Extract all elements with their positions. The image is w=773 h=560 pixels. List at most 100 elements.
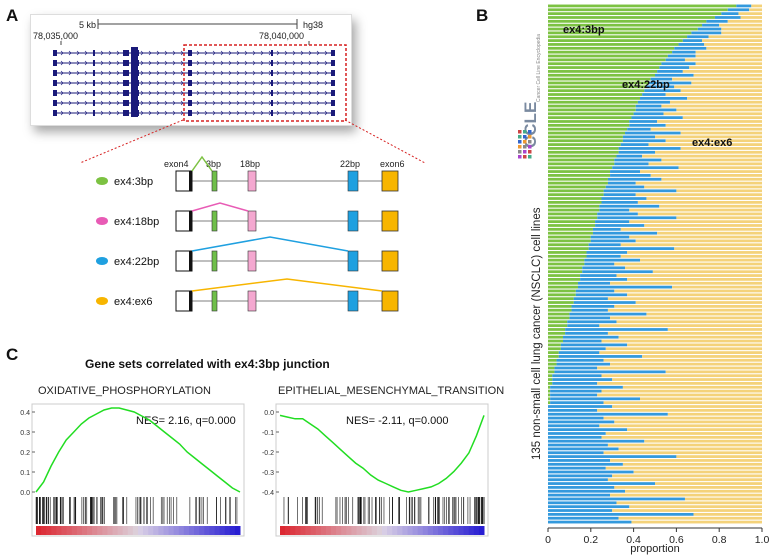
bar-ex4-22bp xyxy=(691,31,722,35)
bar-ex4-3bp xyxy=(548,289,576,293)
logo-grid-cell xyxy=(528,155,532,159)
strand-arrow xyxy=(60,50,64,56)
bar-ex4-ex6 xyxy=(680,89,762,93)
strand-arrow xyxy=(116,70,120,76)
bar-ex4-ex6 xyxy=(603,401,762,405)
bar-ex4-ex6 xyxy=(708,35,762,39)
strand-arrow xyxy=(60,110,64,116)
bar-ex4-ex6 xyxy=(642,355,762,358)
strand-arrow xyxy=(68,60,72,66)
strand-arrow xyxy=(300,60,304,66)
rank-segment xyxy=(107,526,113,535)
strand-arrow xyxy=(220,80,224,86)
exon-22bp-box xyxy=(347,250,359,272)
bar-ex4-3bp xyxy=(548,154,617,158)
rank-segment xyxy=(132,526,139,535)
bar-ex4-22bp xyxy=(548,501,617,505)
strand-arrow xyxy=(68,100,72,106)
bar-ex4-ex6 xyxy=(618,447,762,451)
strand-arrow xyxy=(276,90,280,96)
bar-ex4-3bp xyxy=(548,58,666,62)
bar-ex4-22bp xyxy=(646,85,675,89)
strand-arrow xyxy=(236,50,240,56)
exon-label-3bp: 3bp xyxy=(206,159,221,169)
strand-arrow xyxy=(220,100,224,106)
strand-arrow xyxy=(196,90,200,96)
bar-ex4-3bp xyxy=(548,46,675,50)
exon-block xyxy=(93,70,95,76)
strand-arrow xyxy=(316,60,320,66)
bar-ex4-22bp xyxy=(548,420,615,424)
bar-ex4-3bp xyxy=(548,19,707,23)
bar-ex4-22bp xyxy=(567,320,617,324)
strand-arrow xyxy=(108,100,112,106)
exon-block xyxy=(331,100,335,106)
strand-arrow xyxy=(252,80,256,86)
bar-ex4-ex6 xyxy=(627,343,762,347)
rank-segment xyxy=(138,526,144,535)
bar-ex4-3bp xyxy=(548,127,628,131)
strand-arrow xyxy=(276,110,280,116)
strand-arrow xyxy=(76,100,80,106)
strand-arrow xyxy=(156,80,160,86)
bar-ex4-ex6 xyxy=(627,251,762,254)
coord-right: 78,040,000 xyxy=(259,31,304,41)
strand-arrow xyxy=(100,60,104,66)
bar-ex4-ex6 xyxy=(612,405,762,408)
strand-arrow xyxy=(284,50,288,56)
bar-ex4-3bp xyxy=(548,374,553,378)
strand-arrow xyxy=(212,80,216,86)
rank-segment xyxy=(112,526,119,535)
strand-arrow xyxy=(308,100,312,106)
bar-ex4-22bp xyxy=(548,474,613,478)
bar-ex4-ex6 xyxy=(607,478,762,482)
strand-arrow xyxy=(156,110,160,116)
bar-ex4-ex6 xyxy=(631,520,762,524)
junction-row: ex4:ex6 xyxy=(96,278,399,312)
y-tick-label: 0.2 xyxy=(20,450,30,457)
rank-segment xyxy=(407,526,414,535)
exon-block xyxy=(331,90,335,96)
strand-arrow xyxy=(324,50,328,56)
strand-arrow xyxy=(276,80,280,86)
bar-ex4-22bp xyxy=(548,455,677,458)
rank-segment xyxy=(412,526,419,535)
bar-ex4-22bp xyxy=(560,343,628,347)
exon-block xyxy=(271,80,273,86)
bar-ex4-ex6 xyxy=(669,100,762,104)
rank-segment xyxy=(325,526,332,535)
strand-arrow xyxy=(284,100,288,106)
strand-arrow xyxy=(300,70,304,76)
bar-ex4-22bp xyxy=(550,401,604,405)
bar-ex4-ex6 xyxy=(620,227,762,231)
strand-arrow xyxy=(252,50,256,56)
strand-arrow xyxy=(100,90,104,96)
bar-ex4-22bp xyxy=(580,274,617,277)
bar-ex4-3bp xyxy=(548,12,722,16)
bar-ex4-3bp xyxy=(548,239,591,243)
bar-ex4-ex6 xyxy=(680,147,762,150)
bar-ex4-22bp xyxy=(616,154,643,158)
strand-arrow xyxy=(140,50,144,56)
exon6-box xyxy=(381,290,399,312)
strand-arrow xyxy=(76,70,80,76)
strand-arrow xyxy=(300,100,304,106)
bar-ex4-3bp xyxy=(548,370,555,374)
bar-ex4-22bp xyxy=(548,451,604,455)
bar-ex4-22bp xyxy=(560,347,606,351)
bar-ex4-ex6 xyxy=(650,174,762,177)
strand-arrow xyxy=(252,60,256,66)
rank-segment xyxy=(224,526,231,535)
bar-ex4-ex6 xyxy=(614,289,762,293)
ccle-logo-grid xyxy=(518,130,532,159)
bar-ex4-3bp xyxy=(548,85,647,89)
strand-arrow xyxy=(236,100,240,106)
strand-arrow xyxy=(172,110,176,116)
strand-arrow xyxy=(148,80,152,86)
bar-ex4-3bp xyxy=(548,200,602,204)
highlight-box xyxy=(183,44,347,122)
bar-ex4-ex6 xyxy=(607,331,762,335)
bar-ex4-22bp xyxy=(618,150,655,154)
strand-arrow xyxy=(196,110,200,116)
exon-block xyxy=(188,110,192,116)
